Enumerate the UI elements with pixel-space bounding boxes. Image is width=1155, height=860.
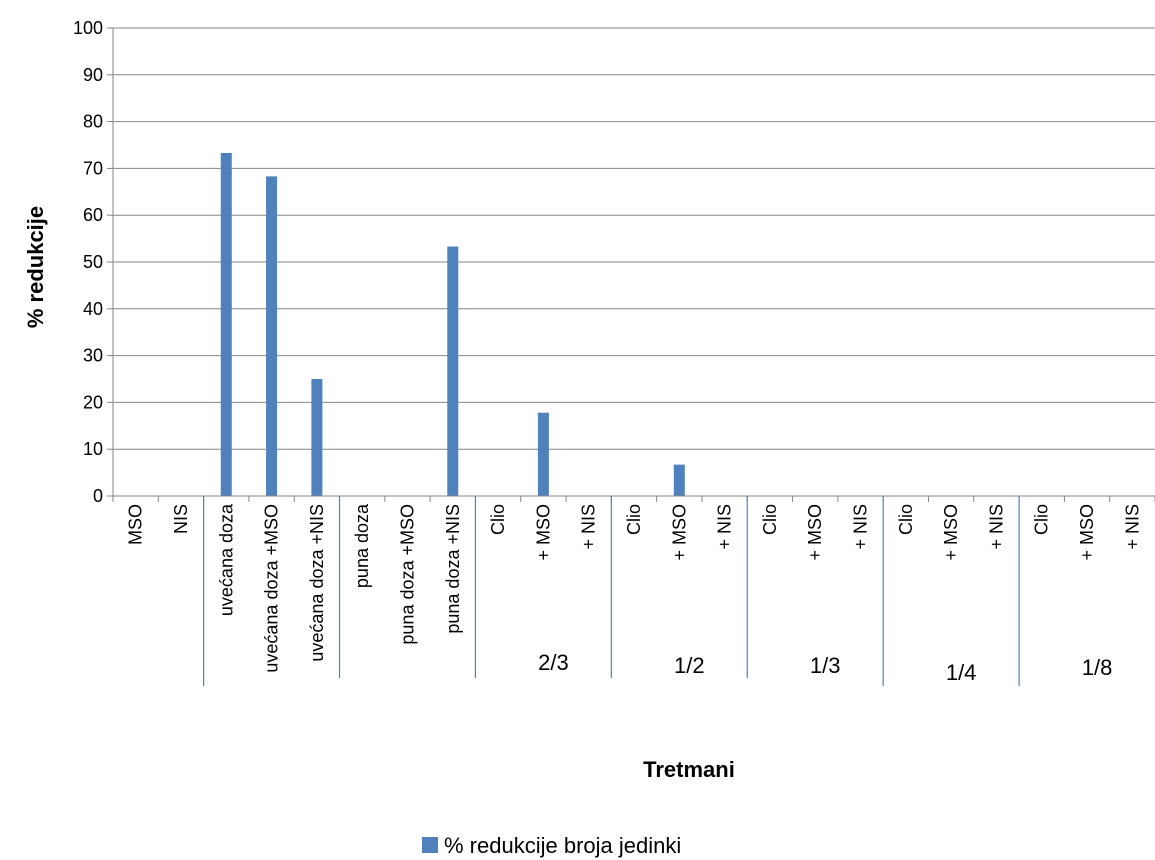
x-category-label: Clio xyxy=(1032,504,1052,535)
bar xyxy=(311,379,323,496)
group-label: 2/3 xyxy=(538,650,569,675)
x-category-label: NIS xyxy=(171,504,191,534)
y-tick-label: 100 xyxy=(73,18,103,38)
y-tick-label: 40 xyxy=(83,299,103,319)
x-category-label: puna doza +NIS xyxy=(443,504,463,634)
y-tick-label: 90 xyxy=(83,65,103,85)
x-category-label: Clio xyxy=(896,504,916,535)
y-tick-label: 30 xyxy=(83,346,103,366)
group-label: 1/4 xyxy=(946,660,977,685)
x-category-label: puna doza xyxy=(352,503,372,588)
y-tick-label: 10 xyxy=(83,439,103,459)
bar xyxy=(673,464,685,496)
legend-label: % redukcije broja jedinki xyxy=(444,833,681,858)
x-category-label: puna doza +MSO xyxy=(397,504,417,645)
x-category-label: + MSO xyxy=(941,504,961,561)
group-label: 1/8 xyxy=(1082,655,1113,680)
x-category-label: Clio xyxy=(624,504,644,535)
x-category-label: uvećana doza +NIS xyxy=(307,504,327,662)
x-category-label: + MSO xyxy=(669,504,689,561)
y-tick-label: 20 xyxy=(83,392,103,412)
group-label: 1/3 xyxy=(810,653,841,678)
x-category-label: + NIS xyxy=(579,504,599,550)
bar xyxy=(447,246,459,496)
x-axis-title: Tretmani xyxy=(643,757,735,782)
bar xyxy=(266,176,278,496)
x-category-label: + NIS xyxy=(986,504,1006,550)
y-tick-label: 80 xyxy=(83,112,103,132)
x-category-label: Clio xyxy=(488,504,508,535)
bar xyxy=(537,412,549,496)
x-category-label: + NIS xyxy=(1122,504,1142,550)
group-label: 1/2 xyxy=(674,653,705,678)
y-axis-title: % redukcije xyxy=(23,206,48,328)
bar xyxy=(220,152,232,496)
x-category-label: MSO xyxy=(126,504,146,545)
legend-swatch xyxy=(422,837,438,853)
x-category-label: uvećana doza +MSO xyxy=(262,504,282,673)
y-tick-label: 0 xyxy=(93,486,103,506)
y-tick-label: 50 xyxy=(83,252,103,272)
x-category-label: + MSO xyxy=(533,504,553,561)
x-category-label: + MSO xyxy=(1077,504,1097,561)
x-category-label: + MSO xyxy=(805,504,825,561)
y-tick-label: 70 xyxy=(83,158,103,178)
x-category-label: + NIS xyxy=(715,504,735,550)
x-category-label: + NIS xyxy=(851,504,871,550)
x-category-label: Clio xyxy=(760,504,780,535)
x-category-label: uvećana doza xyxy=(216,503,236,616)
y-tick-label: 60 xyxy=(83,205,103,225)
